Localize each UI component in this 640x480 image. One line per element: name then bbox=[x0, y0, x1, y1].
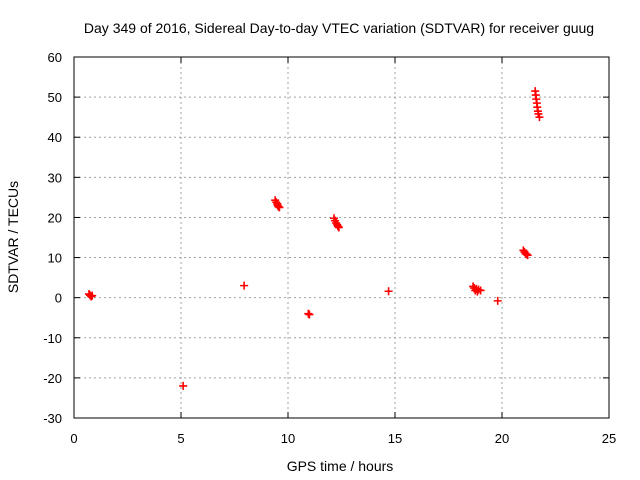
data-points bbox=[84, 87, 544, 390]
data-point bbox=[87, 292, 96, 301]
grid bbox=[74, 57, 609, 418]
y-tick-label: -10 bbox=[43, 331, 62, 346]
x-tick-label: 0 bbox=[70, 431, 77, 446]
chart-title: Day 349 of 2016, Sidereal Day-to-day VTE… bbox=[84, 20, 594, 36]
data-point bbox=[240, 281, 249, 290]
data-point bbox=[334, 223, 343, 232]
y-tick-label: 40 bbox=[48, 130, 62, 145]
x-tick-label: 5 bbox=[177, 431, 184, 446]
x-tick-label: 15 bbox=[388, 431, 402, 446]
data-point bbox=[275, 203, 284, 212]
data-point bbox=[535, 113, 544, 122]
data-point bbox=[274, 202, 283, 211]
y-tick-label: 50 bbox=[48, 90, 62, 105]
y-tick-label: 0 bbox=[55, 291, 62, 306]
data-point bbox=[523, 251, 532, 260]
y-tick-label: -20 bbox=[43, 371, 62, 386]
data-point bbox=[493, 296, 502, 305]
data-point bbox=[333, 222, 342, 231]
y-tick-label: 10 bbox=[48, 251, 62, 266]
x-tick-label: 25 bbox=[602, 431, 616, 446]
x-tick-label: 20 bbox=[495, 431, 509, 446]
x-tick-label: 10 bbox=[281, 431, 295, 446]
y-tick-label: 60 bbox=[48, 50, 62, 65]
data-point bbox=[88, 291, 97, 300]
y-tick-label: 30 bbox=[48, 170, 62, 185]
y-tick-label: -30 bbox=[43, 411, 62, 426]
axis-tick-labels: 0 5 10 15 20 25 -30 -20 -10 0 10 20 30 40 50 60 bbox=[43, 50, 616, 446]
data-point bbox=[384, 287, 393, 296]
axis-ticks bbox=[73, 56, 610, 419]
y-tick-label: 20 bbox=[48, 210, 62, 225]
x-axis-label: GPS time / hours bbox=[287, 458, 394, 474]
data-point bbox=[179, 381, 188, 390]
y-axis-label: SDTVAR / TECUs bbox=[5, 181, 21, 293]
plot-frame bbox=[73, 56, 610, 419]
data-point bbox=[305, 310, 314, 319]
data-point bbox=[304, 309, 313, 318]
data-point bbox=[522, 250, 531, 259]
data-point bbox=[476, 286, 485, 295]
